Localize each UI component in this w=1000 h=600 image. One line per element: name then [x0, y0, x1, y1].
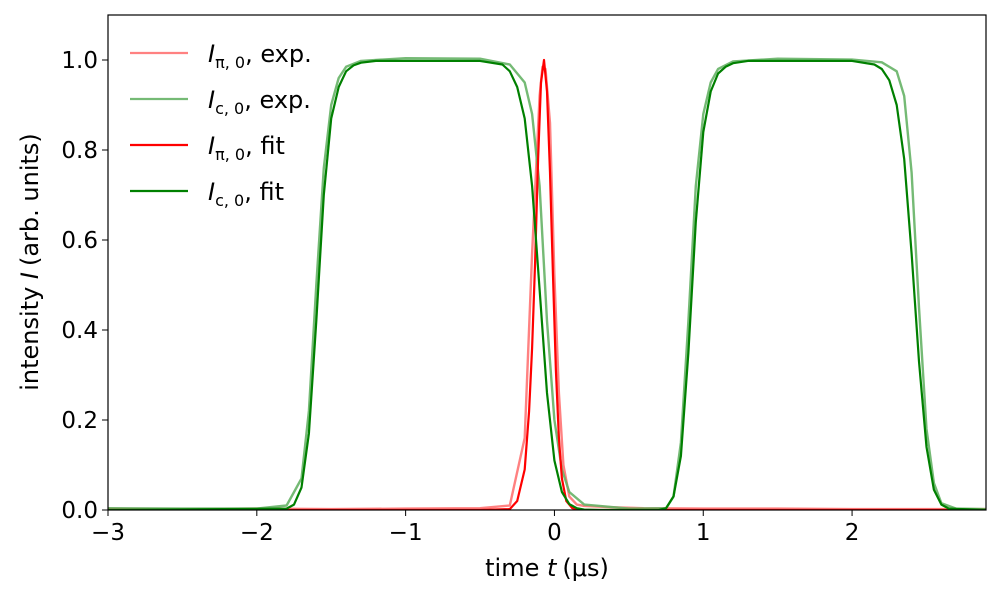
y-axis-label-prefix: intensity	[16, 279, 44, 391]
x-axis-label-units: (μs)	[562, 554, 609, 582]
y-axis-label-variable: I	[16, 272, 44, 279]
y-axis-ticks: 0.0 0.2 0.4 0.6 0.8 1.0	[61, 48, 108, 524]
series-line-0	[108, 65, 986, 510]
y-tick-label: 0.8	[61, 138, 98, 164]
x-axis-label-variable: t	[547, 554, 558, 582]
legend-label-3: Ic, 0, fit	[208, 178, 284, 210]
y-tick-label: 0.2	[61, 408, 98, 434]
y-tick-label: 1.0	[61, 48, 98, 74]
x-tick-label: 2	[845, 520, 860, 546]
legend-label-1: Ic, 0, exp.	[208, 86, 311, 118]
y-tick-label: 0.0	[61, 498, 98, 524]
x-tick-label: −3	[91, 520, 125, 546]
y-axis-label-units: (arb. units)	[16, 133, 44, 266]
y-tick-label: 0.4	[61, 318, 98, 344]
x-tick-label: 1	[696, 520, 711, 546]
series-line-1	[108, 57, 986, 510]
x-tick-label: 0	[547, 520, 562, 546]
y-axis-label: intensity I (arb. units)	[16, 133, 44, 391]
y-tick-label: 0.6	[61, 228, 98, 254]
x-axis-label-prefix: time	[485, 554, 547, 582]
legend: Iπ, 0, exp. Ic, 0, exp. Iπ, 0, fit Ic, 0, f…	[130, 40, 312, 210]
x-tick-label: −1	[389, 520, 423, 546]
x-axis-label: time t (μs)	[485, 554, 609, 582]
legend-label-0: Iπ, 0, exp.	[208, 40, 312, 72]
x-axis-ticks: −3 −2 −1 0 1 2	[91, 510, 859, 546]
plot-frame	[107, 14, 987, 511]
x-tick-label: −2	[240, 520, 274, 546]
legend-label-2: Iπ, 0, fit	[208, 132, 285, 164]
